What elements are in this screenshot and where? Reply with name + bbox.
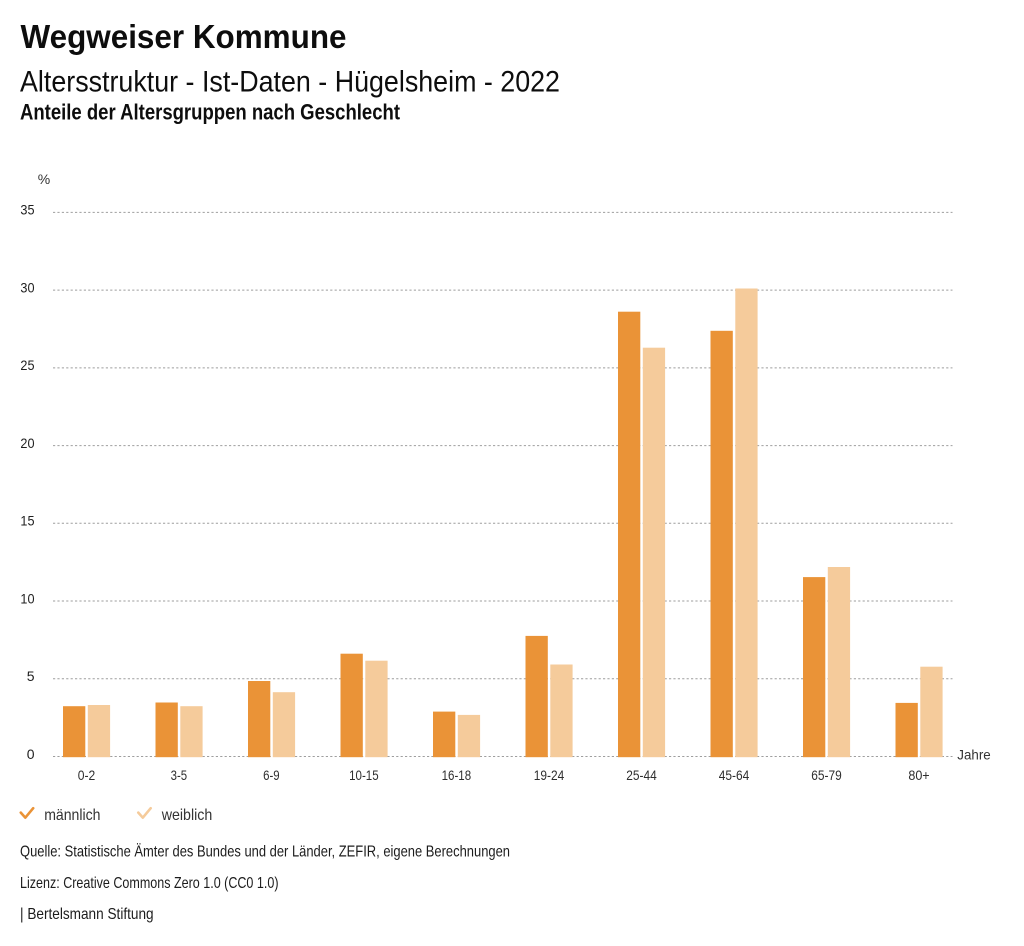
svg-text:80+: 80+ [908, 767, 929, 783]
svg-text:Altersstruktur - Ist-Daten - H: Altersstruktur - Ist-Daten - Hügelsheim … [20, 66, 560, 99]
svg-text:25-44: 25-44 [626, 767, 657, 783]
svg-text:Quelle: Statistische Ämter des: Quelle: Statistische Ämter des Bundes un… [20, 843, 510, 861]
svg-text:weiblich: weiblich [161, 807, 212, 824]
svg-text:Wegweiser Kommune: Wegweiser Kommune [21, 19, 347, 56]
svg-text:20: 20 [20, 435, 34, 451]
svg-text:0-2: 0-2 [78, 767, 96, 783]
svg-text:15: 15 [20, 513, 34, 529]
svg-text:%: % [38, 171, 50, 187]
svg-text:16-18: 16-18 [442, 767, 472, 783]
svg-text:Anteile der Altersgruppen nach: Anteile der Altersgruppen nach Geschlech… [20, 100, 401, 125]
svg-text:30: 30 [20, 279, 34, 295]
svg-text:3-5: 3-5 [171, 767, 188, 783]
svg-text:0: 0 [27, 746, 35, 762]
svg-text:Lizenz: Creative Commons Zero: Lizenz: Creative Commons Zero 1.0 (CC0 1… [20, 875, 279, 892]
svg-text:Jahre: Jahre [957, 746, 991, 762]
svg-text:| Bertelsmann Stiftung: | Bertelsmann Stiftung [20, 906, 154, 923]
svg-text:19-24: 19-24 [534, 767, 565, 783]
svg-text:25: 25 [20, 357, 34, 373]
svg-text:45-64: 45-64 [719, 767, 750, 783]
svg-text:10-15: 10-15 [349, 767, 379, 783]
svg-text:6-9: 6-9 [263, 767, 280, 783]
svg-text:35: 35 [20, 202, 34, 218]
svg-text:5: 5 [27, 668, 35, 684]
svg-text:männlich: männlich [44, 807, 100, 824]
svg-text:10: 10 [20, 590, 34, 606]
svg-text:65-79: 65-79 [811, 767, 842, 783]
